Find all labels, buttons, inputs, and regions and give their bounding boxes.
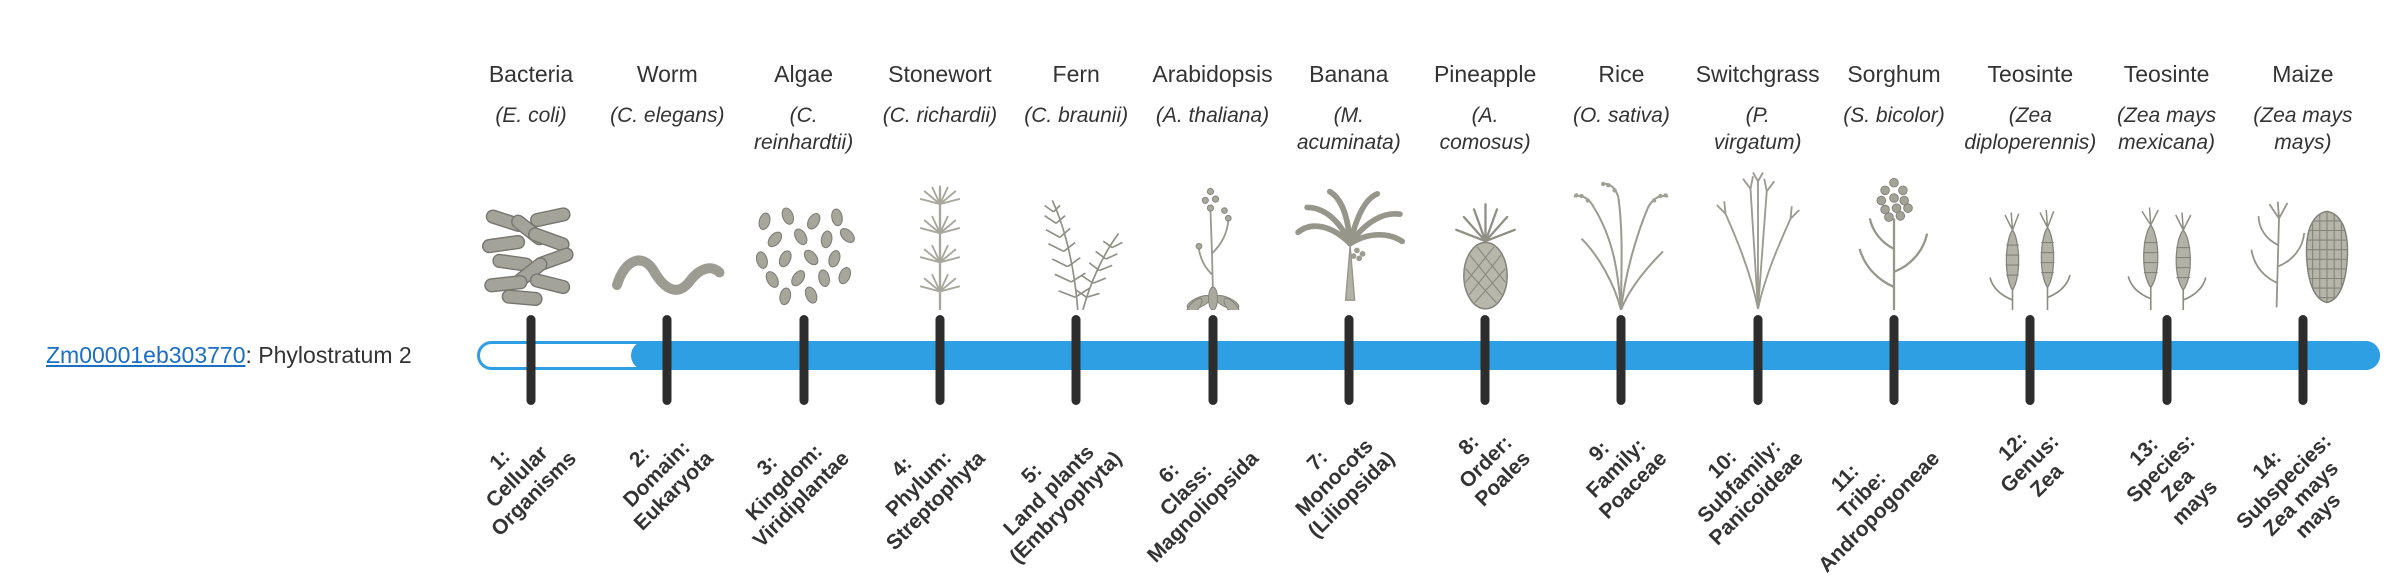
phylostratum-tick [1344,315,1354,405]
organism-common-name: Algae [774,61,834,87]
organism-common-name: Rice [1598,61,1645,87]
phylostratum-label: 6: Class: Magnoliopsida [1142,446,1263,568]
phylostratum-tick [1616,315,1626,405]
phylostratum-label: 5: Land plants (Embryophyta) [999,440,1127,568]
rice-icon [1546,168,1696,310]
maize-icon [2228,168,2378,310]
gene-label: Zm00001eb303770: Phylostratum 2 [46,342,412,369]
switchgrass-icon [1683,168,1833,310]
organism-scientific-name: (A. thaliana) [1155,104,1270,127]
phylostratum-label: 8: Order: Poales [1454,430,1536,512]
organism-common-name: Sorghum [1847,61,1941,87]
organism-scientific-name: (C. reinhardtii) [753,104,854,154]
phylostratum-tick [1480,315,1490,405]
organism-common-name: Pineapple [1433,61,1537,87]
organism-scientific-name: (S. bicolor) [1843,104,1945,127]
arabidopsis-icon [1138,168,1288,310]
gene-phylostratum-text: : Phylostratum 2 [245,342,412,368]
phylostratum-label: 12: Genus: Zea [1993,427,2068,502]
organism-common-name: Fern [1052,61,1100,87]
phylostratum-tick [2298,315,2308,405]
stonewort-icon [865,168,1015,310]
banana-icon [1274,168,1424,310]
sorghum-icon [1819,168,1969,310]
organism-scientific-name: (C. richardii) [882,104,998,127]
organism-scientific-name: (A. comosus) [1439,104,1531,154]
gene-id-link[interactable]: Zm00001eb303770 [46,342,246,368]
organism-common-name: Arabidopsis [1152,61,1273,87]
phylostratum-tick [799,315,809,405]
phylostratum-tick [1889,315,1899,405]
organism-scientific-name: (E. coli) [495,104,567,127]
phylostratum-label: 14: Subspecies: Zea mays mays [2232,429,2346,543]
phylostratum-label: 2: Domain: Eukaryota [618,436,718,536]
teosinte-diploperennis-icon [1955,168,2105,310]
phylostratum-label: 11: Tribe: Andropogoneae [1814,446,1945,578]
organism-scientific-name: (Zea diploperennis) [1964,104,2097,154]
phylostratum-tick [1753,315,1763,405]
phylostratum-label: 9: Family: Poaceae [1582,434,1672,524]
organism-common-name: Maize [2272,61,2334,87]
organism-common-name: Switchgrass [1695,61,1820,87]
phylostratum-label: 4: Phylum: Streptophyta [881,446,991,555]
phylostratum-label: 3: Kingdom: Viridiplantae [741,439,854,553]
phylostratum-tick [526,315,536,405]
organism-common-name: Worm [636,61,698,87]
phylostratum-label: 1: Cellular Organisms [481,441,582,541]
organism-scientific-name: (P. virgatum) [1713,104,1802,154]
organism-common-name: Banana [1309,61,1389,87]
phylostratum-label: 7: Monocots (Liliopsida) [1291,434,1400,543]
phylostratum-tick [2025,315,2035,405]
organism-common-name: Teosinte [2123,61,2210,87]
phylostratum-tick [1208,315,1217,405]
phylostratum-tick [935,315,945,405]
timeline-bar [477,341,2380,370]
phylostratum-tick [2162,315,2172,405]
pineapple-icon [1410,168,1560,310]
teosinte-mexicana-icon [2092,168,2242,310]
organism-scientific-name: (C. braunii) [1024,104,1129,127]
organism-common-name: Teosinte [1987,61,2074,87]
phylostratum-tick [662,315,672,405]
phylostratum-label: 13: Species: Zea mays [2122,429,2223,530]
organism-scientific-name: (Zea mays mays) [2253,104,2353,154]
organism-scientific-name: (Zea mays mexicana) [2117,104,2217,154]
organism-scientific-name: (M. acuminata) [1296,104,1401,154]
algae-icon [729,168,879,310]
organism-scientific-name: (O. sativa) [1572,104,1670,127]
timeline-filled-segment [631,341,2380,370]
organism-scientific-name: (C. elegans) [610,104,725,127]
fern-icon [1001,168,1151,310]
organism-common-name: Stonewort [888,61,992,87]
phylostratum-tick [1071,315,1081,405]
worm-icon [592,168,742,310]
bacteria-icon [456,168,606,310]
organism-common-name: Bacteria [488,61,574,87]
